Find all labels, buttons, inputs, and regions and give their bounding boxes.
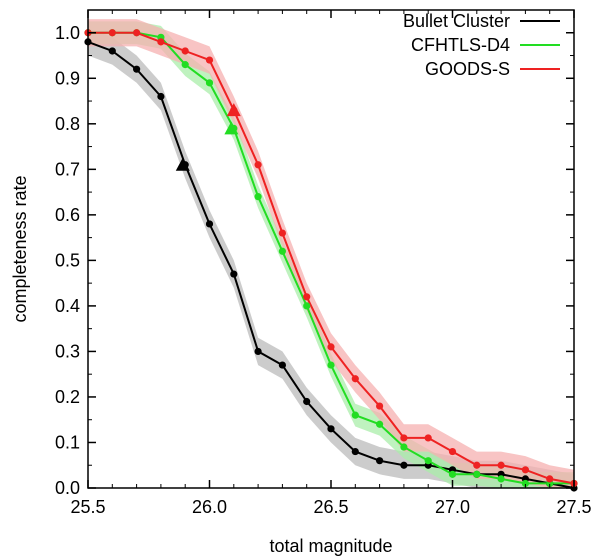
cfhtls-d4-point xyxy=(376,420,384,428)
bullet-cluster-point xyxy=(303,397,311,406)
x-tick-label: 26.5 xyxy=(313,497,348,517)
cfhtls-d4-point xyxy=(303,302,311,310)
goods-s-point xyxy=(351,375,359,383)
y-tick-label: 0.7 xyxy=(55,159,80,179)
cfhtls-d4-point xyxy=(497,475,505,483)
bullet-cluster-point xyxy=(230,270,238,278)
half-completeness-markers xyxy=(175,103,241,171)
y-tick-label: 0.6 xyxy=(55,205,80,225)
x-axis-label: total magnitude xyxy=(269,536,392,556)
goods-s-point xyxy=(133,29,141,37)
cfhtls-d4-point xyxy=(205,79,214,87)
goods-s-point xyxy=(497,461,505,469)
cfhtls-d4-point xyxy=(351,411,359,419)
goods-s-marker-triangle xyxy=(226,103,241,117)
bullet-cluster-point xyxy=(205,220,214,228)
y-tick-label: 0.1 xyxy=(55,432,80,452)
bullet-cluster-point xyxy=(278,361,286,369)
y-tick-label: 0.9 xyxy=(55,68,80,88)
goods-s-point xyxy=(157,38,165,46)
y-tick-label: 0.3 xyxy=(55,341,80,361)
cfhtls-d4-point xyxy=(473,470,481,478)
x-axis-ticks: 25.5 26.0 26.5 27.0 27.5 xyxy=(70,10,592,517)
legend-label-goods-s: GOODS-S xyxy=(425,59,510,79)
bullet-cluster-point xyxy=(254,347,262,356)
goods-s-point xyxy=(254,161,262,169)
goods-s-point xyxy=(108,29,116,37)
bullet-cluster-point xyxy=(400,461,408,469)
legend-label-cfhtls-d4: CFHTLS-D4 xyxy=(411,35,510,55)
cfhtls-d4-point xyxy=(448,470,457,478)
y-tick-label: 1.0 xyxy=(55,23,80,43)
cfhtls-d4-point xyxy=(521,479,530,488)
y-tick-label: 0.8 xyxy=(55,114,80,134)
bullet-cluster-point xyxy=(133,65,141,73)
legend-label-bullet-cluster: Bullet Cluster xyxy=(403,11,510,31)
legend: Bullet Cluster CFHTLS-D4 GOODS-S xyxy=(403,11,560,79)
goods-s-point xyxy=(278,229,286,237)
goods-s-point xyxy=(473,461,481,469)
goods-s-point xyxy=(424,434,432,442)
goods-s-point xyxy=(448,447,457,456)
cfhtls-d4-point xyxy=(327,361,335,369)
x-tick-label: 27.0 xyxy=(435,497,470,517)
cfhtls-d4-marker-triangle xyxy=(224,121,239,135)
x-tick-label: 25.5 xyxy=(70,497,105,517)
goods-s-point xyxy=(400,434,408,442)
goods-s-point xyxy=(181,47,189,55)
goods-s-point xyxy=(521,466,530,474)
cfhtls-d4-point xyxy=(254,193,262,201)
y-axis-label: completeness rate xyxy=(10,175,30,322)
cfhtls-d4-point xyxy=(181,61,189,69)
bullet-cluster-point xyxy=(327,425,335,433)
goods-s-point xyxy=(303,293,311,301)
bullet-cluster-marker-triangle xyxy=(175,157,190,171)
cfhtls-d4-point xyxy=(424,457,432,465)
bullet-cluster-point xyxy=(108,47,116,55)
y-tick-label: 0.5 xyxy=(55,250,80,270)
cfhtls-d4-point xyxy=(278,247,286,255)
goods-s-point xyxy=(205,56,214,64)
goods-s-point xyxy=(327,343,335,351)
bullet-cluster-point xyxy=(157,92,165,101)
x-tick-label: 26.0 xyxy=(192,497,227,517)
bullet-cluster-band xyxy=(88,28,574,488)
y-tick-label: 0.0 xyxy=(55,478,80,498)
goods-s-point xyxy=(376,402,384,410)
x-tick-label: 27.5 xyxy=(556,497,591,517)
bullet-cluster-point xyxy=(351,447,359,456)
y-tick-label: 0.2 xyxy=(55,387,80,407)
bullet-cluster-point xyxy=(376,457,384,465)
error-bands xyxy=(88,19,574,489)
cfhtls-d4-point xyxy=(400,443,408,451)
goods-s-point xyxy=(546,475,554,483)
y-tick-label: 0.4 xyxy=(55,296,80,316)
y-axis-ticks: 0.0 0.1 0.2 0.3 0.4 0.5 0.6 0.7 0.8 0.9 1.0 xyxy=(55,23,574,498)
